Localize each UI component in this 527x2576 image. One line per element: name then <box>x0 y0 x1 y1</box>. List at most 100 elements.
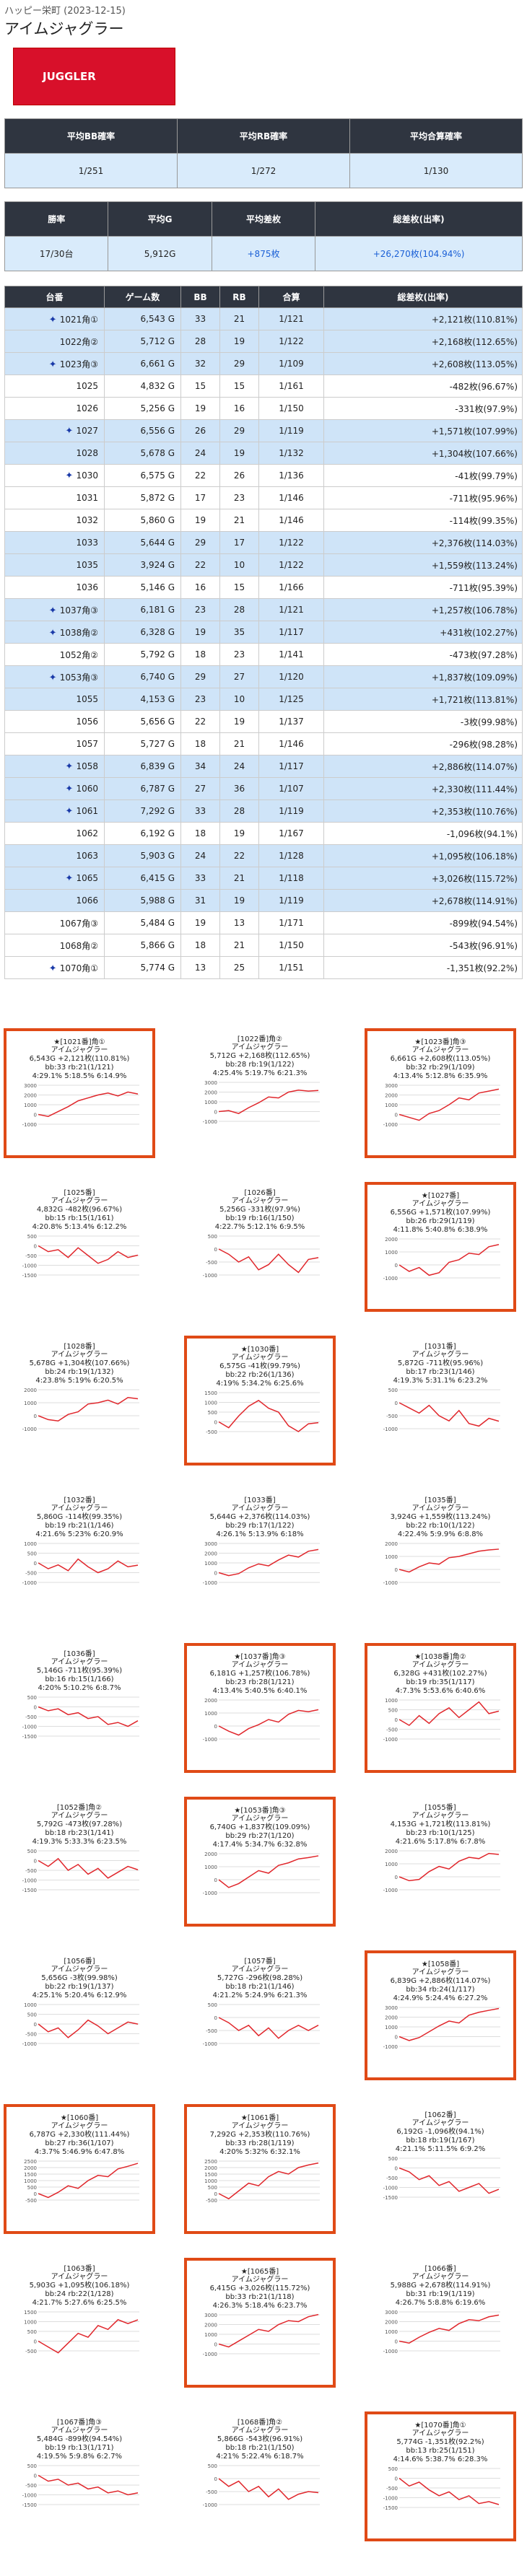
machine-chart-card[interactable]: [1066番] アイムジャグラー 5,988G +2,678枚(114.91%) bb… <box>365 2258 516 2388</box>
cell-text: 19 <box>233 828 245 838</box>
table-row[interactable]: 1032 5,860 G 19 21 1/146 -114枚(99.35%) <box>4 509 523 532</box>
table-row[interactable]: 1022角② 5,712 G 28 19 1/122 +2,168枚(112.65%) <box>4 330 523 353</box>
card-stat-line: 6,192G -1,096枚(94.1%) <box>396 2128 484 2136</box>
table-row[interactable]: ✦ 1027 6,556 G 26 29 1/119 +1,571枚(107.99%) <box>4 419 523 442</box>
y-tick-label: 2500 <box>204 2159 217 2165</box>
table-row[interactable]: 1028 5,678 G 24 19 1/132 +1,304枚(107.66%) <box>4 442 523 465</box>
table-row[interactable]: 1033 5,644 G 29 17 1/122 +2,376枚(114.03%) <box>4 531 523 554</box>
card-stat-line: 4:19% 5:34.2% 6:25.6% <box>216 1380 304 1388</box>
card-title: ★[1060番] <box>60 2114 99 2122</box>
cell-text: 6,787 G <box>140 784 175 794</box>
machine-chart-card[interactable]: ★[1061番] アイムジャグラー 7,292G +2,353枚(110.76%) b… <box>184 2104 336 2234</box>
machine-chart-card[interactable]: [1026番] アイムジャグラー 5,256G -331枚(97.9%) bb:19 … <box>184 1182 336 1312</box>
machine-chart-card[interactable]: [1025番] アイムジャグラー 4,832G -482枚(96.67%) bb:15… <box>4 1182 155 1312</box>
machine-chart-card[interactable]: [1055番] アイムジャグラー 4,153G +1,721枚(113.81%) bb… <box>365 1797 516 1927</box>
table-row[interactable]: ✦ 1065 6,415 G 33 21 1/118 +3,026枚(115.72%) <box>4 867 523 890</box>
bb-cell: 32 <box>180 352 220 375</box>
machine-id-cell: ✦ 1061 <box>4 799 105 823</box>
table-row[interactable]: ✦ 1060 6,787 G 27 36 1/107 +2,330枚(111.44%) <box>4 777 523 800</box>
machine-chart-card[interactable]: [1067番]角③ アイムジャグラー 5,484G -899枚(94.54%) bb:… <box>4 2411 155 2541</box>
machine-chart-card[interactable]: ★[1030番] アイムジャグラー 6,575G -41枚(99.79%) bb:22… <box>184 1336 336 1466</box>
card-stat-line: アイムジャグラー <box>411 1661 469 1669</box>
table-row[interactable]: 1056 5,656 G 22 19 1/137 -3枚(99.98%) <box>4 710 523 733</box>
machine-chart-card[interactable]: ★[1065番] アイムジャグラー 6,415G +3,026枚(115.72%) b… <box>184 2258 336 2388</box>
table-row[interactable]: 1035 3,924 G 22 10 1/122 +1,559枚(113.24%) <box>4 553 523 577</box>
machine-chart-card[interactable]: ★[1070番]角① アイムジャグラー 5,774G -1,351枚(92.2%) b… <box>365 2411 516 2541</box>
series-line <box>398 2477 500 2505</box>
y-tick-label: 1000 <box>204 1100 217 1105</box>
table-row[interactable]: ✦ 1038角② 6,328 G 19 35 1/117 +431枚(102.27%) <box>4 621 523 644</box>
table-row[interactable]: 1066 5,988 G 31 19 1/119 +2,678枚(114.91%) <box>4 889 523 912</box>
rb-cell: 19 <box>219 889 259 912</box>
card-title: ★[1070番]角① <box>414 2422 466 2430</box>
series-line <box>38 1397 139 1421</box>
machine-chart-card[interactable]: ★[1053番]角③ アイムジャグラー 6,740G +1,837枚(109.09%… <box>184 1797 336 1927</box>
table-row[interactable]: ✦ 1070角① 5,774 G 13 25 1/151 -1,351枚(92.2%) <box>4 956 523 979</box>
machine-chart-card[interactable]: [1028番] アイムジャグラー 5,678G +1,304枚(107.66%) bb… <box>4 1336 155 1466</box>
y-tick-label: -1000 <box>22 1725 37 1730</box>
machine-chart-card[interactable]: [1032番] アイムジャグラー 5,860G -114枚(99.35%) bb:19… <box>4 1489 155 1619</box>
card-line-chart: 500 0 -500 -1000 <box>203 1234 320 1278</box>
table-row[interactable]: 1057 5,727 G 18 21 1/146 -296枚(98.28%) <box>4 732 523 755</box>
machine-chart-card[interactable]: ★[1021番]角① アイムジャグラー 6,543G +2,121枚(110.81%… <box>4 1028 155 1158</box>
machine-chart-card[interactable]: ★[1060番] アイムジャグラー 6,787G +2,330枚(111.44%) b… <box>4 2104 155 2234</box>
y-tick-label: 2000 <box>204 1551 217 1557</box>
machine-chart-card[interactable]: ★[1023番]角③ アイムジャグラー 6,661G +2,608枚(113.05%… <box>365 1028 516 1158</box>
rb-cell: 23 <box>219 486 259 509</box>
table-row[interactable]: ✦ 1053角③ 6,740 G 29 27 1/120 +1,837枚(109.09%) <box>4 665 523 688</box>
table-row[interactable]: 1031 5,872 G 17 23 1/146 -711枚(95.96%) <box>4 486 523 509</box>
table-row[interactable]: ✦ 1030 6,575 G 22 26 1/136 -41枚(99.79%) <box>4 464 523 487</box>
summary-value: +875枚 <box>211 236 316 271</box>
machine-chart-card[interactable]: [1033番] アイムジャグラー 5,644G +2,376枚(114.03%) bb… <box>184 1489 336 1619</box>
card-line-chart: 3000 2000 1000 0 -1000 <box>383 1083 500 1127</box>
machine-chart-card[interactable]: ★[1027番] アイムジャグラー 6,556G +1,571枚(107.99%) b… <box>365 1182 516 1312</box>
machine-chart-card[interactable]: ★[1038番]角② アイムジャグラー 6,328G +431枚(102.27%) b… <box>365 1643 516 1773</box>
machine-chart-card[interactable]: [1031番] アイムジャグラー 5,872G -711枚(95.96%) bb:17… <box>365 1336 516 1466</box>
table-row[interactable]: 1062 6,192 G 18 19 1/167 -1,096枚(94.1%) <box>4 822 523 845</box>
cell-text: 1/161 <box>279 381 304 391</box>
y-tick-label: 500 <box>388 1388 398 1393</box>
table-row[interactable]: 1036 5,146 G 16 15 1/166 -711枚(95.39%) <box>4 576 523 599</box>
card-title: ★[1030番] <box>240 1346 279 1354</box>
y-tick-label: -500 <box>386 1727 398 1733</box>
machine-chart-card[interactable]: [1052番]角② アイムジャグラー 5,792G -473枚(97.28%) bb:… <box>4 1797 155 1927</box>
card-stat-line: アイムジャグラー <box>411 1200 469 1208</box>
y-tick-label: -500 <box>25 2032 37 2038</box>
card-title: [1067番]角③ <box>56 2419 103 2427</box>
y-tick-label: 3000 <box>204 1080 217 1086</box>
machine-chart-card[interactable]: [1062番] アイムジャグラー 6,192G -1,096枚(94.1%) bb:1… <box>365 2104 516 2234</box>
machine-chart-card[interactable]: [1068番]角② アイムジャグラー 5,866G -543枚(96.91%) bb:… <box>184 2411 336 2541</box>
table-row[interactable]: 1063 5,903 G 24 22 1/128 +1,095枚(106.18%) <box>4 844 523 867</box>
table-row[interactable]: 1068角② 5,866 G 18 21 1/150 -543枚(96.91%) <box>4 934 523 957</box>
table-row[interactable]: ✦ 1023角③ 6,661 G 32 29 1/109 +2,608枚(113.05%) <box>4 352 523 375</box>
machine-chart-card[interactable]: [1035番] アイムジャグラー 3,924G +1,559枚(113.24%) bb… <box>365 1489 516 1619</box>
cell-text: 1035 <box>76 560 98 570</box>
machine-chart-card[interactable]: [1056番] アイムジャグラー 5,656G -3枚(99.98%) bb:22 r… <box>4 1950 155 2080</box>
table-row[interactable]: 1067角③ 5,484 G 19 13 1/171 -899枚(94.54%) <box>4 911 523 934</box>
table-row[interactable]: ✦ 1058 6,839 G 34 24 1/117 +2,886枚(114.07%) <box>4 755 523 778</box>
table-row[interactable]: 1055 4,153 G 23 10 1/125 +1,721枚(113.81%) <box>4 688 523 711</box>
table-row[interactable]: 1052角② 5,792 G 18 23 1/141 -473枚(97.28%) <box>4 643 523 666</box>
games-cell: 6,787 G <box>104 777 181 800</box>
machine-chart-card[interactable]: ★[1058番] アイムジャグラー 6,839G +2,886枚(114.07%) b… <box>365 1950 516 2080</box>
machine-chart-card[interactable]: ★[1037番]角③ アイムジャグラー 6,181G +1,257枚(106.78%… <box>184 1643 336 1773</box>
summary-header: 平均差枚 <box>211 201 316 237</box>
table-row[interactable]: 1025 4,832 G 15 15 1/161 -482枚(96.67%) <box>4 374 523 398</box>
table-row[interactable]: ✦ 1021角① 6,543 G 33 21 1/121 +2,121枚(110.81%) <box>4 307 523 330</box>
card-line-chart: 500 0 -500 -1000 <box>203 2002 320 2046</box>
card-line-chart: 1000 500 0 -500 -1000 <box>383 1698 500 1742</box>
card-stat-line: アイムジャグラー <box>411 2273 469 2281</box>
cell-text: -1,351枚(92.2%) <box>446 963 518 973</box>
cell-text: 29 <box>194 672 206 682</box>
table-row[interactable]: ✦ 1037角③ 6,181 G 23 28 1/121 +1,257枚(106.78%) <box>4 598 523 621</box>
y-tick-label: -1000 <box>383 2496 398 2502</box>
machine-chart-card[interactable]: [1063番] アイムジャグラー 5,903G +1,095枚(106.18%) bb… <box>4 2258 155 2388</box>
machine-chart-card[interactable]: [1022番]角② アイムジャグラー 5,712G +2,168枚(112.65%)… <box>184 1028 336 1158</box>
table-row[interactable]: ✦ 1061 7,292 G 33 28 1/119 +2,353枚(110.76%) <box>4 799 523 823</box>
table-row[interactable]: 1026 5,256 G 19 16 1/150 -331枚(97.9%) <box>4 397 523 420</box>
card-stat-line: アイムジャグラー <box>51 2273 108 2281</box>
bb-cell: 22 <box>180 710 220 733</box>
machine-chart-card[interactable]: [1057番] アイムジャグラー 5,727G -296枚(98.28%) bb:18… <box>184 1950 336 2080</box>
cell-text: 19 <box>194 515 206 525</box>
machine-chart-card[interactable]: [1036番] アイムジャグラー 5,146G -711枚(95.39%) bb:16… <box>4 1643 155 1773</box>
